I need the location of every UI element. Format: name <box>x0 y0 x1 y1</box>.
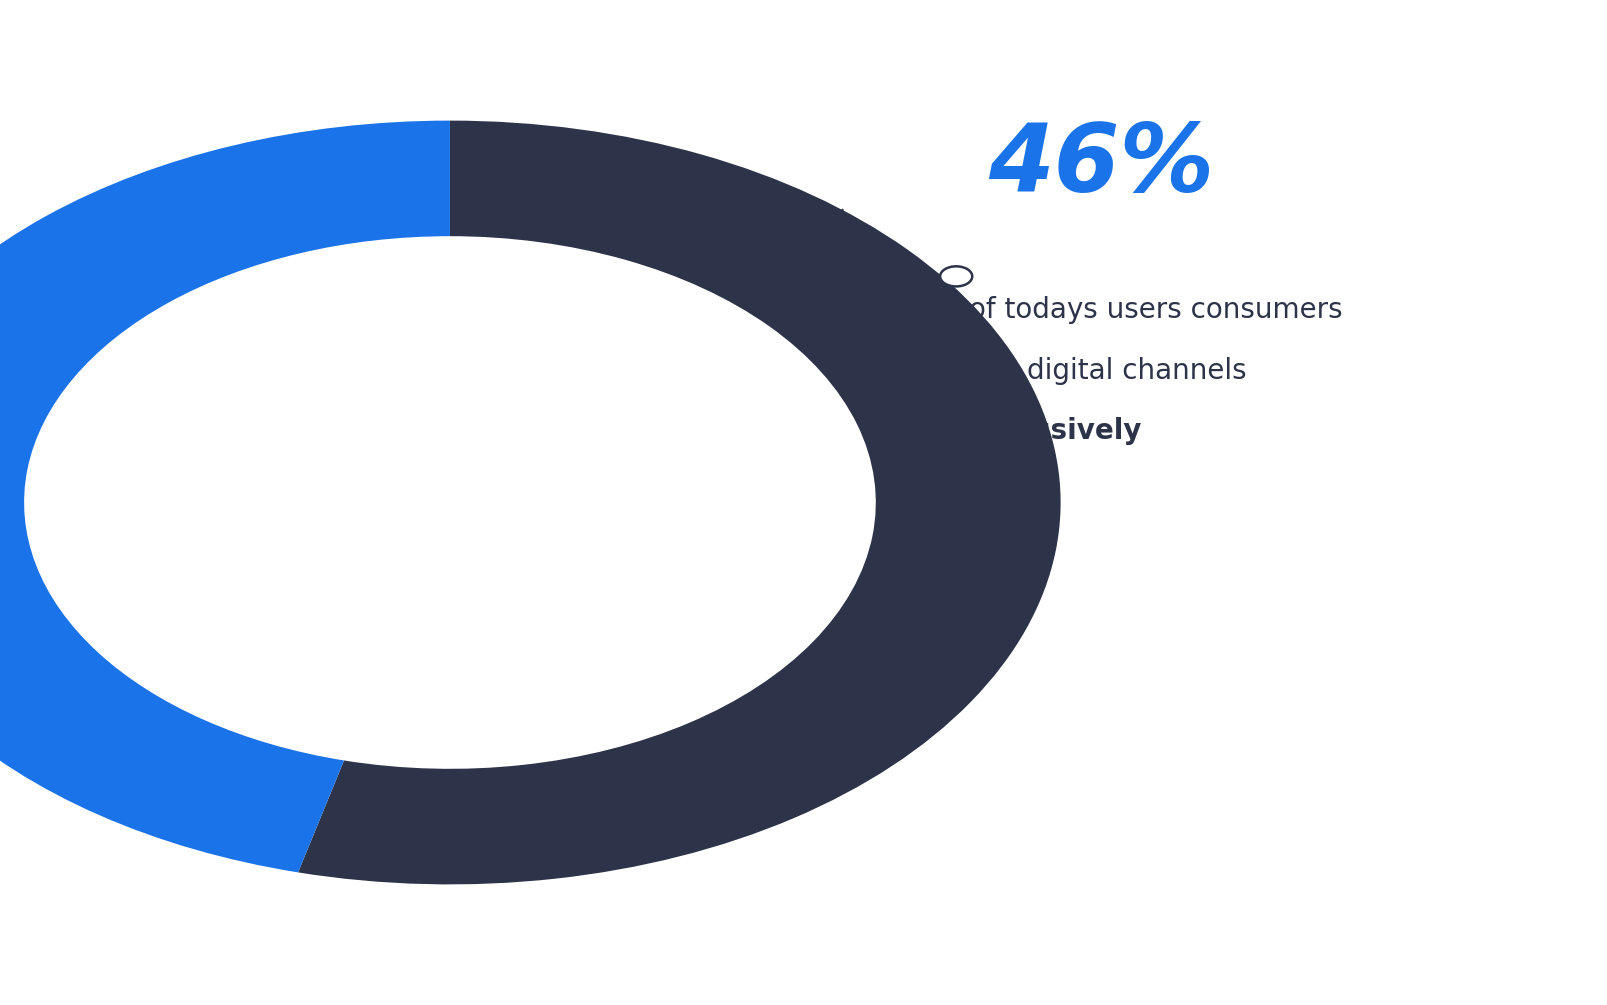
Text: 46%: 46% <box>988 120 1215 212</box>
Circle shape <box>940 266 972 286</box>
Text: of todays users consumers: of todays users consumers <box>969 296 1342 325</box>
Wedge shape <box>297 121 1061 884</box>
Wedge shape <box>0 121 450 872</box>
Text: exclusively: exclusively <box>969 417 1143 445</box>
Text: use digital channels: use digital channels <box>969 357 1247 385</box>
